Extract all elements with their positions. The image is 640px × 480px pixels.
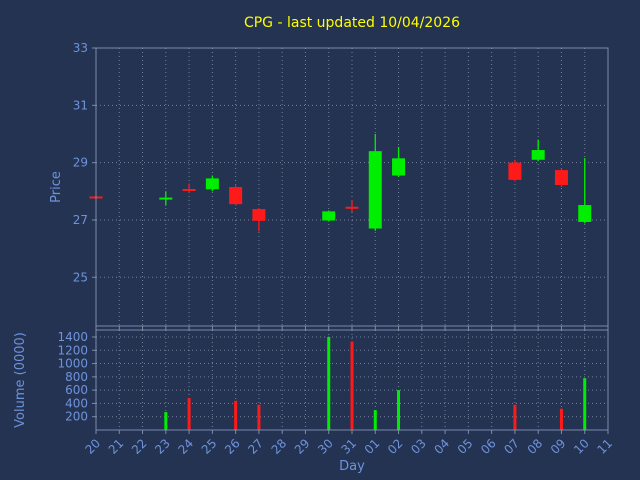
series-layer [89,133,592,430]
x-tick-label: 30 [315,436,336,457]
x-tick-label: 27 [245,436,266,457]
candle-up-body [392,158,406,176]
volume-bar-up [397,390,401,430]
volume-tick-label: 200 [65,410,88,424]
x-tick-label: 05 [455,436,476,457]
volume-bar-down [234,400,238,430]
x-tick-label: 07 [501,436,522,457]
x-tick-label: 31 [338,436,359,457]
x-tick-label: 20 [82,436,103,457]
candle-down-body [182,189,196,192]
volume-bar-down [350,341,354,430]
x-tick-label: 02 [385,436,406,457]
volume-tick-label: 600 [65,383,88,397]
x-tick-label: 22 [129,436,150,457]
x-axis-label: Day [339,459,365,474]
volume-tick-label: 1000 [57,357,88,371]
x-tick-label: 06 [478,436,499,457]
volume-tick-label: 800 [65,370,88,384]
volume-bar-up [583,378,587,430]
price-axis-label: Price [49,171,64,203]
candle-up-body [322,211,336,221]
x-tick-label: 08 [525,436,546,457]
x-tick-label: 26 [222,436,243,457]
x-tick-label: 25 [199,436,220,457]
volume-bar-up [373,410,377,430]
x-tick-label: 10 [571,436,592,457]
price-tick-label: 29 [73,156,88,170]
x-tick-label: 03 [408,436,429,457]
x-tick-label: 29 [292,436,313,457]
x-tick-label: 09 [548,436,569,457]
volume-tick-label: 400 [65,396,88,410]
candle-up-body [531,150,545,160]
candle-up-body [578,205,592,222]
candle-down-body [345,206,359,209]
price-tick-label: 31 [73,98,88,112]
x-tick-label: 28 [269,436,290,457]
x-tick-label: 01 [362,436,383,457]
candle-up-body [159,197,173,200]
candle-down-body [229,187,243,205]
candle-down-body [508,162,522,180]
x-tick-label: 24 [176,436,197,457]
volume-tick-label: 1400 [57,330,88,344]
candle-up-body [368,151,382,229]
chart-title: CPG - last updated 10/04/2026 [244,15,460,31]
x-tick-label: 04 [432,436,453,457]
candle-down-body [252,209,266,221]
x-tick-label: 23 [152,436,173,457]
x-tick-label: 21 [106,436,127,457]
price-tick-label: 27 [73,213,88,227]
volume-bar-down [513,404,517,430]
volume-bar-down [257,404,261,430]
candle-up-body [205,178,219,190]
volume-bar-down [559,408,563,430]
volume-bar-down [187,398,191,430]
volume-axis-label: Volume (0000) [13,332,28,428]
volume-bar-up [327,336,331,430]
x-tick-label: 11 [594,436,615,457]
price-tick-label: 25 [73,270,88,284]
price-tick-label: 33 [73,41,88,55]
volume-tick-label: 1200 [57,343,88,357]
candle-down-body [554,170,568,185]
volume-bar-up [164,412,168,430]
